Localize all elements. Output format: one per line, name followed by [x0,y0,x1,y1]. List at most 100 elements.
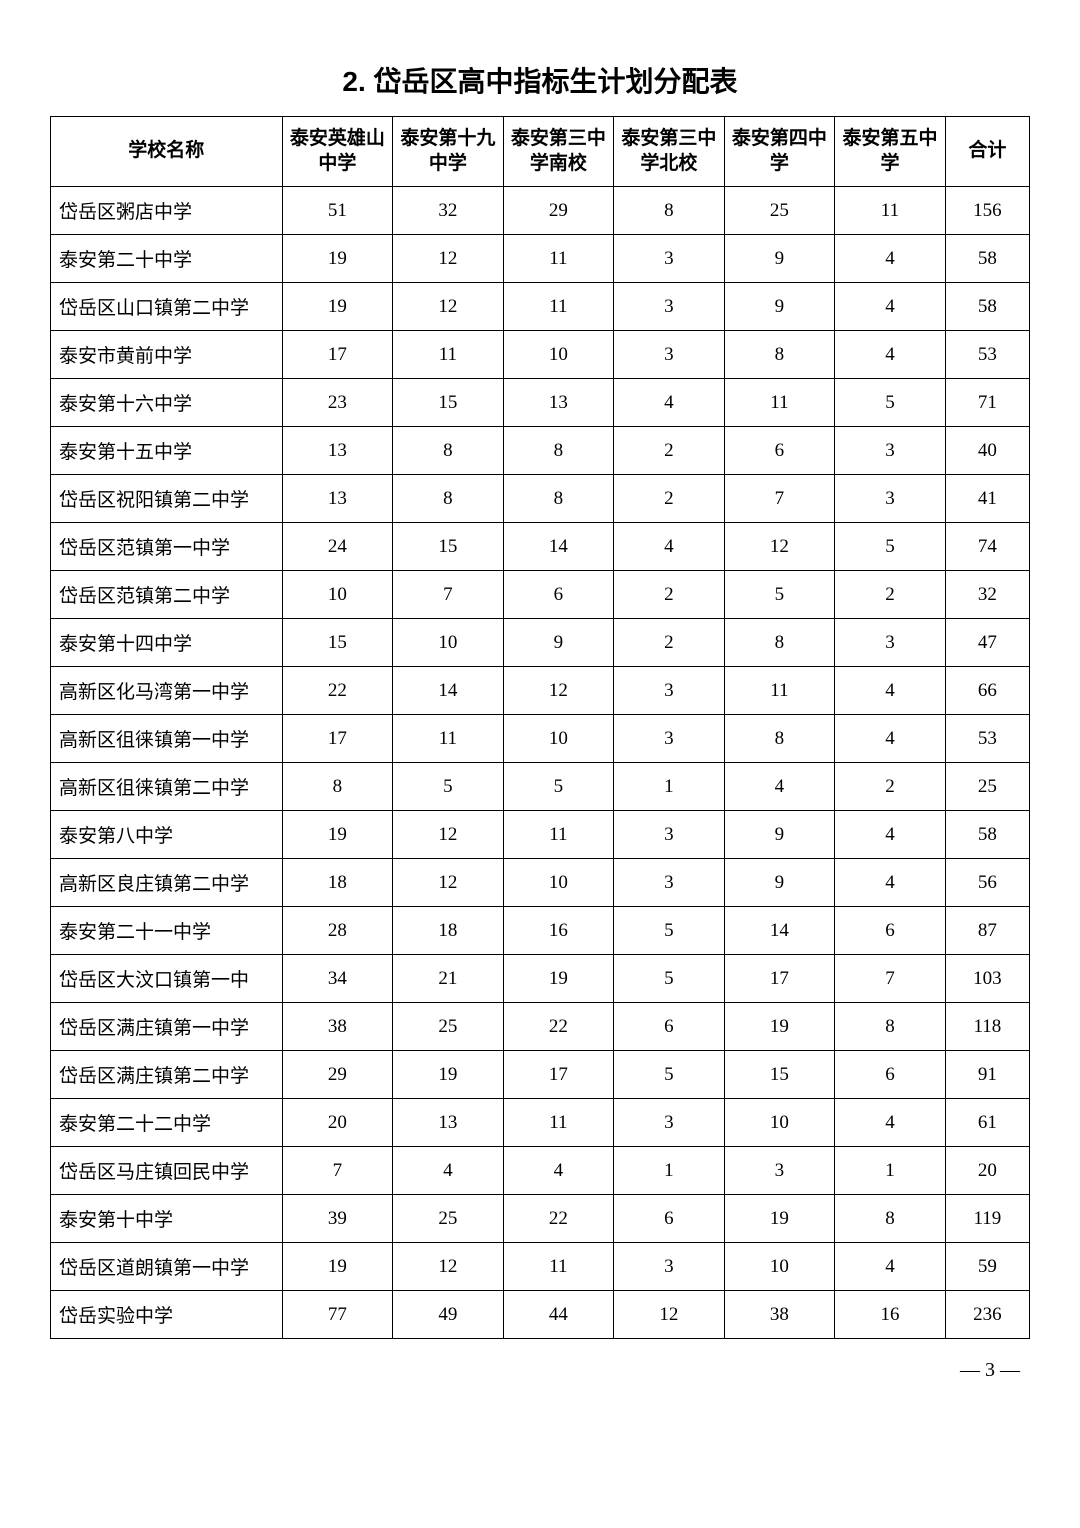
cell-c6: 4 [835,331,946,379]
cell-school: 泰安第十六中学 [51,379,283,427]
header-col2: 泰安第十九中学 [393,117,504,187]
header-col6: 泰安第五中学 [835,117,946,187]
cell-c6: 2 [835,763,946,811]
cell-total: 91 [945,1051,1029,1099]
cell-c3: 8 [503,427,614,475]
cell-c5: 7 [724,475,835,523]
cell-c3: 9 [503,619,614,667]
cell-c4: 3 [614,1243,725,1291]
cell-c5: 19 [724,1195,835,1243]
cell-c4: 3 [614,235,725,283]
cell-c3: 16 [503,907,614,955]
table-row: 泰安市黄前中学17111038453 [51,331,1030,379]
cell-c5: 9 [724,235,835,283]
cell-c5: 12 [724,523,835,571]
cell-c4: 6 [614,1003,725,1051]
cell-c6: 3 [835,475,946,523]
cell-c1: 39 [282,1195,393,1243]
cell-c4: 12 [614,1291,725,1339]
cell-c5: 8 [724,331,835,379]
cell-c3: 22 [503,1195,614,1243]
cell-school: 岱岳区道朗镇第一中学 [51,1243,283,1291]
table-row: 泰安第十六中学231513411571 [51,379,1030,427]
cell-c1: 17 [282,331,393,379]
cell-c5: 3 [724,1147,835,1195]
cell-school: 岱岳区山口镇第二中学 [51,283,283,331]
table-row: 高新区徂徕镇第二中学85514225 [51,763,1030,811]
table-row: 泰安第十四中学1510928347 [51,619,1030,667]
cell-total: 53 [945,715,1029,763]
cell-c6: 4 [835,859,946,907]
cell-c1: 23 [282,379,393,427]
cell-c6: 2 [835,571,946,619]
cell-c4: 3 [614,715,725,763]
cell-school: 岱岳区满庄镇第二中学 [51,1051,283,1099]
cell-c5: 11 [724,667,835,715]
cell-total: 61 [945,1099,1029,1147]
cell-total: 41 [945,475,1029,523]
cell-c2: 12 [393,859,504,907]
cell-c5: 8 [724,619,835,667]
table-row: 泰安第十中学3925226198119 [51,1195,1030,1243]
cell-school: 岱岳区范镇第一中学 [51,523,283,571]
cell-school: 岱岳区粥店中学 [51,187,283,235]
header-total: 合计 [945,117,1029,187]
cell-school: 岱岳区满庄镇第一中学 [51,1003,283,1051]
cell-c2: 18 [393,907,504,955]
allocation-table: 学校名称 泰安英雄山中学 泰安第十九中学 泰安第三中学南校 泰安第三中学北校 泰… [50,116,1030,1339]
cell-school: 泰安市黄前中学 [51,331,283,379]
cell-c6: 8 [835,1195,946,1243]
cell-total: 236 [945,1291,1029,1339]
cell-total: 58 [945,283,1029,331]
cell-c6: 3 [835,427,946,475]
cell-c1: 7 [282,1147,393,1195]
page-number: — 3 — [50,1359,1030,1382]
cell-total: 56 [945,859,1029,907]
cell-c5: 19 [724,1003,835,1051]
table-row: 高新区徂徕镇第一中学17111038453 [51,715,1030,763]
cell-c3: 29 [503,187,614,235]
cell-c2: 32 [393,187,504,235]
cell-school: 泰安第二十二中学 [51,1099,283,1147]
cell-c2: 8 [393,427,504,475]
cell-school: 岱岳区大汶口镇第一中 [51,955,283,1003]
cell-c6: 4 [835,235,946,283]
cell-c4: 4 [614,379,725,427]
table-row: 岱岳区粥店中学51322982511156 [51,187,1030,235]
cell-c2: 25 [393,1195,504,1243]
table-row: 泰安第二十一中学281816514687 [51,907,1030,955]
cell-c1: 8 [282,763,393,811]
table-row: 泰安第二十中学19121139458 [51,235,1030,283]
cell-c3: 4 [503,1147,614,1195]
cell-total: 20 [945,1147,1029,1195]
cell-c5: 9 [724,859,835,907]
cell-c6: 4 [835,1243,946,1291]
cell-school: 岱岳区马庄镇回民中学 [51,1147,283,1195]
cell-c5: 5 [724,571,835,619]
cell-c2: 11 [393,331,504,379]
cell-c5: 25 [724,187,835,235]
cell-c6: 11 [835,187,946,235]
cell-c1: 19 [282,283,393,331]
cell-c4: 6 [614,1195,725,1243]
cell-c1: 19 [282,811,393,859]
cell-c6: 3 [835,619,946,667]
cell-c1: 28 [282,907,393,955]
cell-school: 泰安第二十一中学 [51,907,283,955]
cell-c4: 2 [614,475,725,523]
cell-c1: 13 [282,427,393,475]
cell-c3: 8 [503,475,614,523]
cell-c2: 12 [393,1243,504,1291]
cell-c3: 5 [503,763,614,811]
cell-c3: 12 [503,667,614,715]
cell-c5: 6 [724,427,835,475]
cell-c1: 18 [282,859,393,907]
cell-c2: 13 [393,1099,504,1147]
header-school: 学校名称 [51,117,283,187]
table-row: 泰安第二十二中学201311310461 [51,1099,1030,1147]
cell-c6: 6 [835,907,946,955]
cell-c2: 12 [393,235,504,283]
cell-c3: 10 [503,331,614,379]
cell-c3: 19 [503,955,614,1003]
cell-c4: 1 [614,1147,725,1195]
